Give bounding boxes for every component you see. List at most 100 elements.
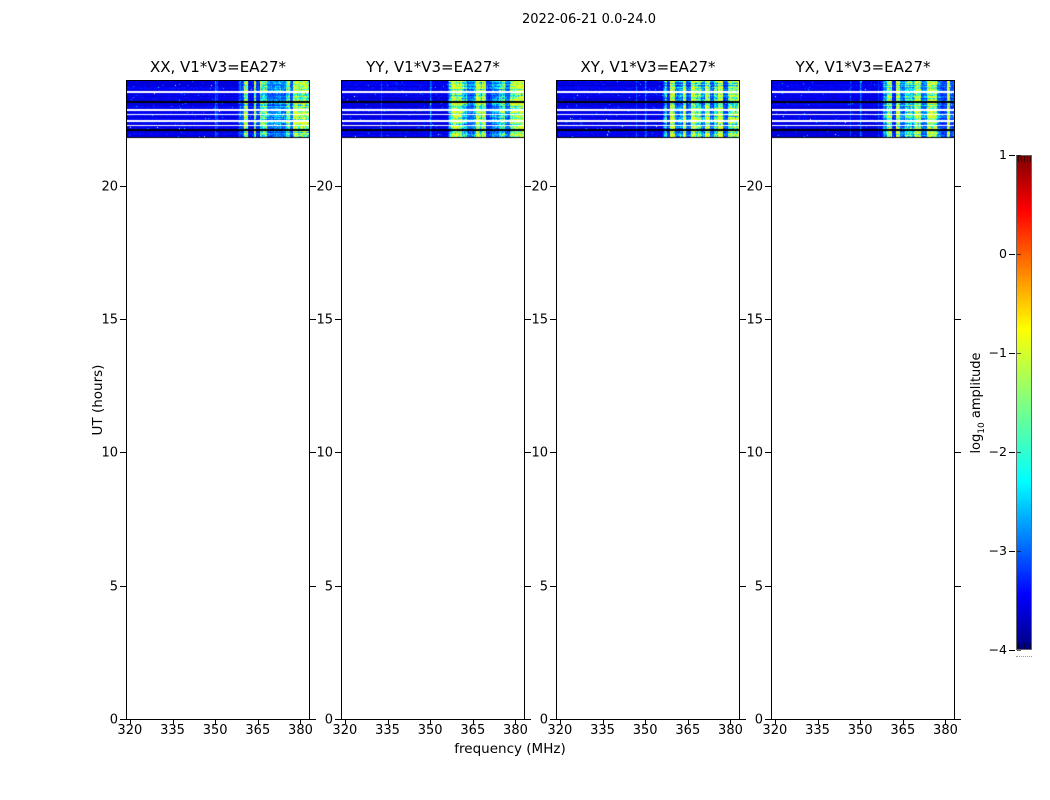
x-tick-label: 320	[117, 723, 143, 738]
panel-xx: XX, V1*V3=EA27* 0 5 10 15 20 320 335 350 365 380	[101, 58, 316, 737]
x-tick-label: 365	[890, 723, 916, 738]
y-tick	[550, 319, 556, 320]
axes-frame	[771, 80, 955, 720]
x-tick	[774, 720, 776, 724]
figure-title: 2022-06-21 0.0-24.0	[522, 12, 656, 27]
colorbar-tick-label: 1	[999, 146, 1007, 162]
colorbar-bottom-hatch	[1018, 643, 1031, 649]
colorbar-tick-label: −4	[988, 641, 1007, 657]
x-axis-label: frequency (MHz)	[454, 741, 566, 757]
x-tick	[430, 720, 432, 724]
panel-xy: XY, V1*V3=EA27* 0 5 10 15 20 320 335 350 365 380	[531, 58, 746, 737]
y-tick-label: 20	[746, 179, 763, 195]
y-tick-label: 0	[754, 712, 763, 728]
y-tick	[120, 185, 126, 187]
y-tick-label: 15	[746, 312, 763, 328]
x-tick	[687, 720, 689, 724]
y-tick	[765, 585, 771, 587]
y-tick-label: 5	[754, 579, 763, 595]
y-tick-right	[310, 185, 316, 187]
y-tick-label: 15	[531, 312, 548, 328]
colorbar-label-prefix: log	[969, 433, 985, 454]
spectrogram-canvas	[772, 81, 954, 139]
y-tick	[335, 185, 341, 187]
y-tick-right	[525, 719, 531, 720]
y-tick-label: 10	[531, 445, 548, 461]
x-tick-label: 365	[675, 723, 701, 738]
x-tick	[645, 720, 647, 724]
y-tick	[120, 452, 126, 454]
colorbar-tick	[1009, 253, 1015, 255]
y-tick-right	[955, 319, 961, 320]
x-tick	[817, 720, 819, 724]
colorbar-tick-label: −2	[988, 443, 1007, 459]
y-tick-right	[525, 319, 531, 320]
x-tick	[172, 720, 174, 724]
colorbar-tick	[1009, 550, 1015, 552]
colorbar-tick-inner	[1017, 550, 1021, 552]
panel-title-yy: YY, V1*V3=EA27*	[366, 58, 500, 76]
y-tick	[550, 719, 556, 720]
axes-frame	[556, 80, 740, 720]
x-tick-label: 320	[547, 723, 573, 738]
y-tick-right	[955, 185, 961, 187]
colorbar-tick-inner	[1017, 253, 1021, 255]
colorbar-label: log10 amplitude	[969, 352, 987, 453]
y-tick-right	[525, 585, 531, 587]
x-tick	[559, 720, 561, 724]
x-tick-label: 380	[503, 723, 528, 738]
x-tick-label: 350	[417, 723, 443, 738]
y-tick	[765, 185, 771, 187]
x-tick-label: 320	[762, 723, 788, 738]
y-tick-right	[525, 185, 531, 187]
y-tick-label: 5	[539, 579, 548, 595]
axes-frame	[341, 80, 525, 720]
x-tick-label: 350	[202, 723, 228, 738]
y-tick-label: 15	[316, 312, 333, 328]
y-axis-label: UT (hours)	[90, 364, 106, 436]
y-tick-label: 20	[316, 179, 333, 195]
y-tick	[765, 719, 771, 720]
y-tick-right	[955, 719, 961, 720]
y-tick-label: 15	[101, 312, 118, 328]
x-tick-label: 350	[847, 723, 873, 738]
x-tick-label: 380	[288, 723, 313, 738]
x-tick-label: 335	[160, 723, 185, 738]
y-tick	[550, 585, 556, 587]
y-tick-right	[740, 185, 746, 187]
colorbar-tick	[1009, 451, 1015, 453]
colorbar-label-suffix: amplitude	[969, 352, 985, 423]
y-tick-label: 10	[101, 445, 118, 461]
y-tick-right	[525, 452, 531, 454]
x-tick-label: 380	[718, 723, 743, 738]
x-tick-label: 320	[332, 723, 358, 738]
x-tick-label: 350	[632, 723, 658, 738]
y-tick-label: 5	[324, 579, 333, 595]
x-tick-label: 365	[460, 723, 486, 738]
colorbar-underline-dots	[1016, 656, 1032, 657]
x-tick	[902, 720, 904, 724]
colorbar-tick-inner	[1017, 451, 1021, 453]
x-tick-label: 335	[375, 723, 400, 738]
y-tick-right	[740, 719, 746, 720]
panel-yy: YY, V1*V3=EA27* 0 5 10 15 20 320 335 350 365 380	[316, 58, 531, 737]
y-tick	[120, 719, 126, 720]
colorbar-tick-inner	[1017, 154, 1021, 156]
y-tick	[765, 319, 771, 320]
colorbar-tick-inner	[1017, 352, 1021, 354]
y-tick-label: 20	[101, 179, 118, 195]
y-tick	[335, 452, 341, 454]
y-tick	[335, 319, 341, 320]
y-tick-right	[310, 452, 316, 454]
panel-title-yx: YX, V1*V3=EA27*	[795, 58, 931, 76]
panel-yx: YX, V1*V3=EA27* 0 5 10 15 20 320 335 350 365 380	[746, 58, 961, 737]
y-tick-label: 20	[531, 179, 548, 195]
y-tick	[120, 319, 126, 320]
x-tick	[215, 720, 217, 724]
colorbar-tick-label: 0	[999, 245, 1007, 261]
colorbar-tick	[1009, 649, 1015, 651]
x-tick	[300, 720, 302, 724]
x-tick	[472, 720, 474, 724]
x-tick	[257, 720, 259, 724]
